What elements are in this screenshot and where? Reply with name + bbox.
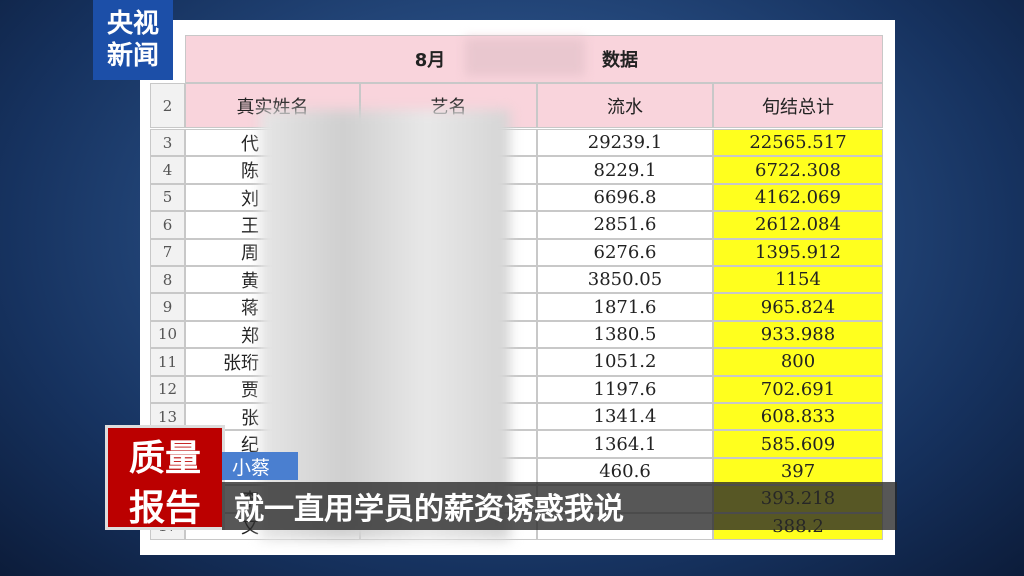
subtitle: 就一直用学员的薪资诱惑我说	[222, 482, 897, 530]
flow: 1380.5	[537, 320, 713, 349]
flow: 2851.6	[537, 211, 713, 239]
row-number: 8	[150, 266, 185, 294]
channel-logo: 央视 新闻	[93, 0, 173, 80]
blur	[260, 110, 510, 540]
total: 1395.912	[713, 238, 883, 266]
flow: 1341.4	[537, 403, 713, 431]
flow: 3850.05	[537, 266, 713, 294]
total: 585.609	[713, 430, 883, 458]
flow: 6696.8	[537, 183, 713, 212]
column-header: 旬结总计	[713, 83, 883, 128]
flow: 1871.6	[537, 293, 713, 321]
program-logo: 质量报告	[105, 425, 225, 530]
total: 2612.084	[713, 211, 883, 239]
row-number: 11	[150, 348, 185, 376]
total: 4162.069	[713, 183, 883, 212]
flow: 8229.1	[537, 156, 713, 184]
flow: 1364.1	[537, 430, 713, 458]
row-number: 9	[150, 293, 185, 321]
speaker-tag: 小蔡	[222, 452, 298, 480]
flow: 29239.1	[537, 129, 713, 157]
row-number: 10	[150, 320, 185, 349]
row-number: 3	[150, 129, 185, 157]
total: 702.691	[713, 375, 883, 403]
total: 6722.308	[713, 156, 883, 184]
total: 608.833	[713, 403, 883, 431]
total: 22565.517	[713, 129, 883, 157]
row-number: 7	[150, 238, 185, 266]
title-right: 数据	[602, 50, 638, 71]
row-number: 4	[150, 156, 185, 184]
flow: 1051.2	[537, 348, 713, 376]
logo-bottom: 新闻	[106, 41, 159, 71]
total: 1154	[713, 266, 883, 294]
total: 800	[713, 348, 883, 376]
blur	[465, 38, 585, 76]
flow: 6276.6	[537, 238, 713, 266]
column-header: 流水	[537, 83, 713, 128]
row-number: 5	[150, 183, 185, 212]
total: 965.824	[713, 293, 883, 321]
flow: 1197.6	[537, 375, 713, 403]
row-number: 12	[150, 375, 185, 403]
row-number: 2	[150, 83, 185, 128]
logo-top: 央视	[106, 9, 159, 39]
total: 933.988	[713, 320, 883, 349]
row-number: 6	[150, 211, 185, 239]
title-left: 8月	[414, 50, 446, 71]
